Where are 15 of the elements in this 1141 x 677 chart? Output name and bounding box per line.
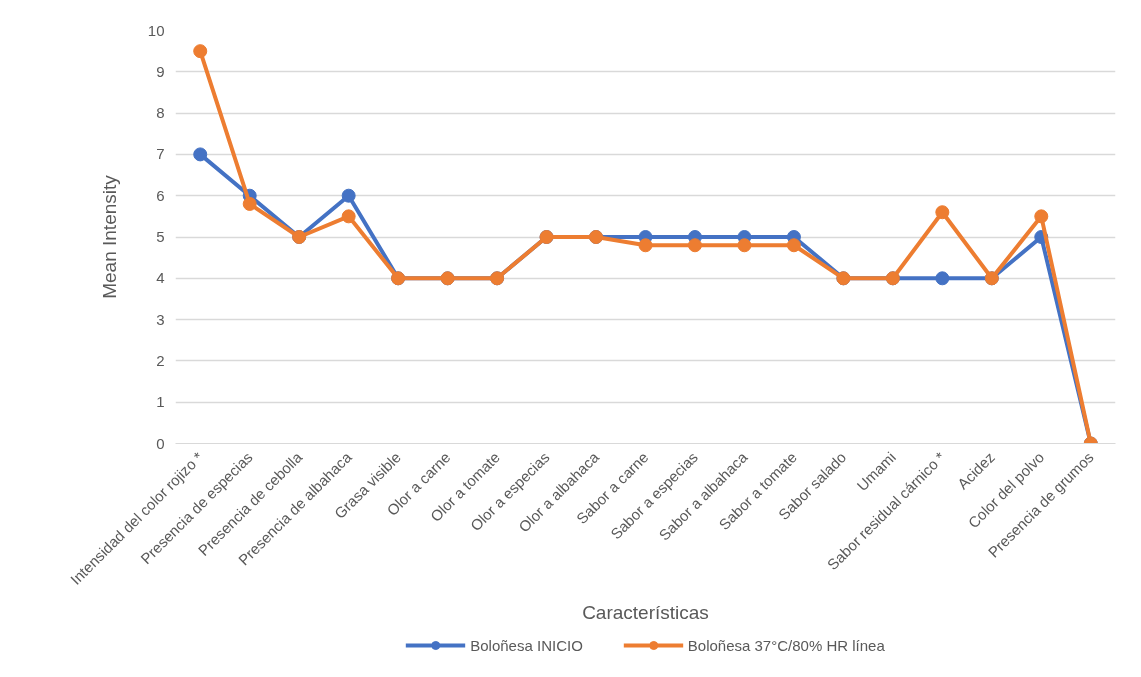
y-tick-label: 2	[156, 351, 165, 369]
y-tick-label: 7	[156, 145, 165, 163]
x-axis-title: Características	[582, 601, 709, 623]
y-tick-label: 1	[156, 393, 165, 411]
y-tick-label: 4	[156, 269, 165, 287]
y-tick-label: 9	[156, 62, 165, 80]
y-tick-label: 6	[156, 186, 165, 204]
y-tick-label: 8	[156, 104, 165, 122]
y-tick-label: 0	[156, 434, 165, 452]
y-tick-label: 10	[147, 21, 165, 39]
y-tick-label: 3	[156, 310, 165, 328]
y-axis-title: Mean Intensity	[98, 174, 120, 299]
legend-label: Boloñesa INICIO	[470, 636, 583, 654]
legend-label: Boloñesa 37°C/80% HR línea	[687, 636, 885, 654]
y-tick-label: 5	[156, 228, 165, 245]
